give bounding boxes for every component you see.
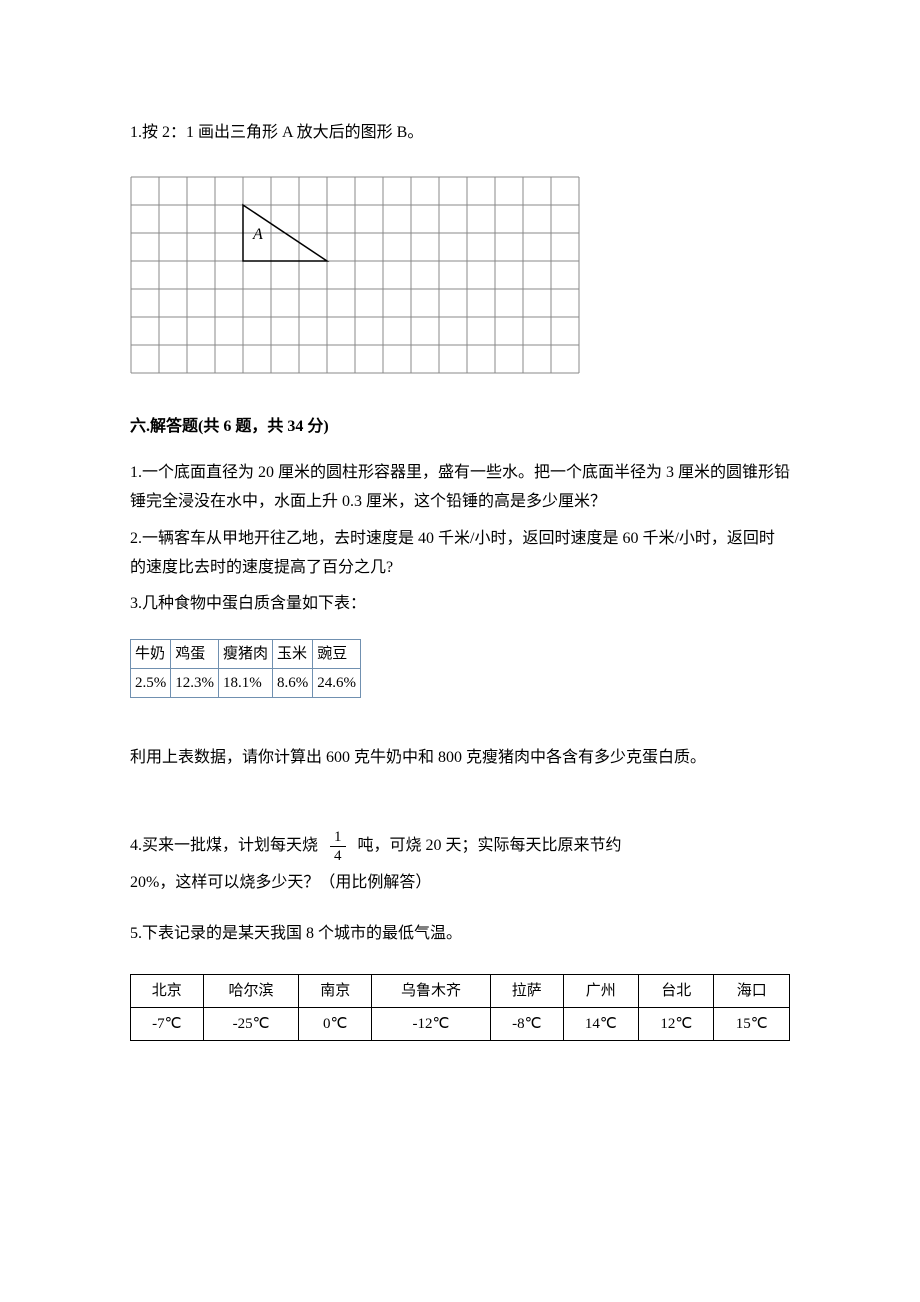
s6-q1: 1.一个底面直径为 20 厘米的圆柱形容器里，盛有一些水。把一个底面半径为 3 …: [130, 459, 790, 517]
temp-city: 海口: [714, 975, 790, 1008]
q4-fraction: 1 4: [330, 828, 346, 865]
temp-value: -8℃: [490, 1008, 563, 1041]
protein-table-value: 8.6%: [273, 669, 313, 698]
temp-value: -7℃: [131, 1008, 204, 1041]
temperature-table: 北京哈尔滨南京乌鲁木齐拉萨广州台北海口 -7℃-25℃0℃-12℃-8℃14℃1…: [130, 974, 790, 1041]
q1-text: 1.按 2：1 画出三角形 A 放大后的图形 B。: [130, 120, 790, 146]
temp-value: 0℃: [299, 1008, 372, 1041]
protein-table-value: 24.6%: [313, 669, 361, 698]
temp-city: 拉萨: [490, 975, 563, 1008]
q4-prefix: 4.买来一批煤，计划每天烧: [130, 837, 318, 854]
temp-city: 北京: [131, 975, 204, 1008]
s6-q4: 4.买来一批煤，计划每天烧 1 4 吨，可烧 20 天；实际每天比原来节约 20…: [130, 828, 790, 900]
s6-q3: 3.几种食物中蛋白质含量如下表：: [130, 590, 790, 619]
temp-value: -25℃: [203, 1008, 299, 1041]
temp-value: 12℃: [639, 1008, 714, 1041]
protein-table: 牛奶鸡蛋瘦猪肉玉米豌豆 2.5%12.3%18.1%8.6%24.6%: [130, 639, 361, 698]
fraction-numerator: 1: [330, 828, 346, 847]
q4-suffix: 20%，这样可以烧多少天？（用比例解答）: [130, 874, 431, 891]
temp-city: 南京: [299, 975, 372, 1008]
triangle-grid-container: A: [130, 176, 790, 374]
temp-city: 台北: [639, 975, 714, 1008]
protein-table-header: 鸡蛋: [171, 640, 219, 669]
temp-value: 14℃: [563, 1008, 638, 1041]
s6-q3-followup: 利用上表数据，请你计算出 600 克牛奶中和 800 克瘦猪肉中各含有多少克蛋白…: [130, 738, 790, 778]
section-6-header: 六.解答题(共 6 题，共 34 分): [130, 414, 790, 440]
svg-text:A: A: [252, 226, 263, 243]
protein-table-header: 豌豆: [313, 640, 361, 669]
s6-q2: 2.一辆客车从甲地开往乙地，去时速度是 40 千米/小时，返回时速度是 60 千…: [130, 525, 790, 583]
protein-table-value: 2.5%: [131, 669, 171, 698]
temp-city: 哈尔滨: [203, 975, 299, 1008]
temp-city: 乌鲁木齐: [372, 975, 491, 1008]
temp-city: 广州: [563, 975, 638, 1008]
protein-table-header: 牛奶: [131, 640, 171, 669]
q4-middle: 吨，可烧 20 天；实际每天比原来节约: [358, 837, 622, 854]
triangle-grid: A: [130, 176, 580, 374]
protein-table-value: 12.3%: [171, 669, 219, 698]
temp-value: 15℃: [714, 1008, 790, 1041]
protein-table-header: 玉米: [273, 640, 313, 669]
s6-q5: 5.下表记录的是某天我国 8 个城市的最低气温。: [130, 920, 790, 949]
protein-table-header: 瘦猪肉: [219, 640, 273, 669]
protein-table-value: 18.1%: [219, 669, 273, 698]
fraction-denominator: 4: [330, 847, 346, 865]
temp-value: -12℃: [372, 1008, 491, 1041]
